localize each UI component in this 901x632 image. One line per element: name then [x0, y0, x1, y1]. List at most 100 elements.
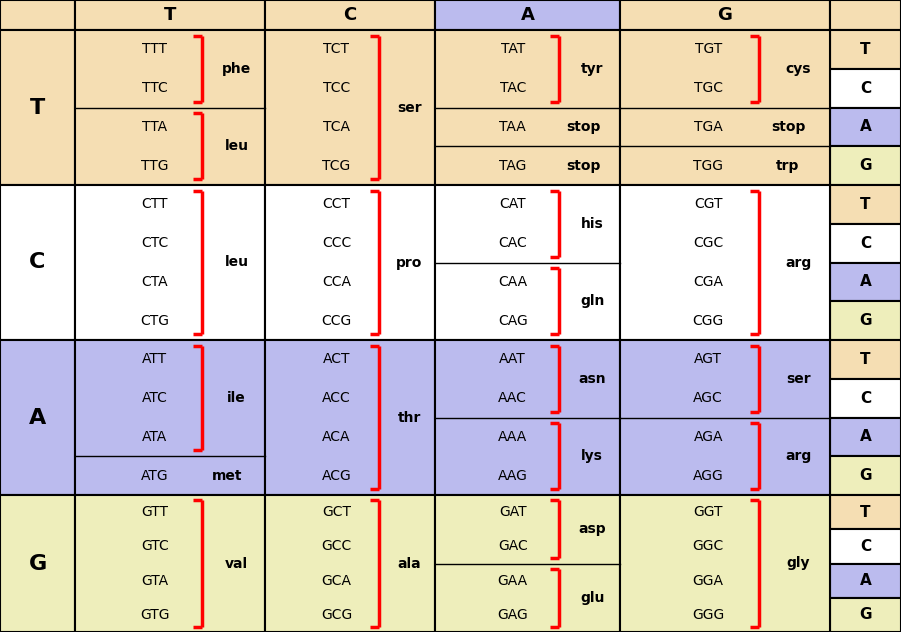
Bar [830, 262, 901, 301]
Text: CAT: CAT [499, 197, 526, 211]
Bar [435, 340, 620, 495]
Text: TAC: TAC [499, 81, 526, 95]
Text: his: his [581, 217, 604, 231]
Text: CCA: CCA [322, 275, 350, 289]
Text: ACT: ACT [323, 353, 350, 367]
Text: T: T [860, 197, 870, 212]
Text: gly: gly [787, 557, 810, 571]
Text: GGT: GGT [694, 505, 723, 519]
Text: arg: arg [786, 449, 812, 463]
Text: GTG: GTG [140, 608, 169, 622]
Bar [75, 185, 265, 340]
Text: A: A [860, 274, 871, 289]
Text: G: G [860, 468, 872, 483]
Bar [0, 340, 75, 495]
Text: T: T [164, 6, 177, 24]
Bar [830, 564, 901, 598]
Bar [830, 30, 901, 69]
Text: C: C [343, 6, 357, 24]
Text: C: C [860, 391, 871, 406]
Text: GAC: GAC [498, 539, 528, 554]
Text: ser: ser [397, 100, 422, 114]
Text: AAG: AAG [497, 468, 528, 483]
Bar [75, 30, 265, 185]
Text: TGG: TGG [693, 159, 724, 173]
Bar [830, 340, 901, 379]
Text: G: G [28, 554, 47, 573]
Bar [620, 495, 830, 632]
Text: gln: gln [580, 295, 605, 308]
Text: TGC: TGC [694, 81, 723, 95]
Bar [830, 69, 901, 107]
Bar [830, 495, 901, 529]
Text: ATT: ATT [142, 353, 168, 367]
Text: T: T [30, 97, 45, 118]
Text: GGC: GGC [693, 539, 724, 554]
Bar [265, 185, 435, 340]
Bar [830, 598, 901, 632]
Text: GCT: GCT [322, 505, 350, 519]
Text: TTG: TTG [141, 159, 168, 173]
Text: A: A [860, 573, 871, 588]
Text: ACG: ACG [322, 468, 351, 483]
Text: CGA: CGA [693, 275, 724, 289]
Text: GTT: GTT [141, 505, 168, 519]
Text: TTA: TTA [142, 120, 168, 134]
Text: stop: stop [566, 120, 600, 134]
Text: arg: arg [786, 255, 812, 269]
Text: pro: pro [396, 255, 423, 269]
Text: CTC: CTC [141, 236, 168, 250]
Text: ACA: ACA [323, 430, 350, 444]
Bar [0, 185, 75, 340]
Text: CAC: CAC [498, 236, 527, 250]
Bar [75, 0, 265, 30]
Text: G: G [860, 607, 872, 623]
Text: GAA: GAA [497, 574, 528, 588]
Text: AAA: AAA [498, 430, 527, 444]
Text: AAC: AAC [498, 391, 527, 405]
Text: tyr: tyr [581, 62, 604, 76]
Text: GCC: GCC [322, 539, 351, 554]
Text: leu: leu [224, 139, 249, 153]
Text: GGG: GGG [692, 608, 724, 622]
Text: TAT: TAT [501, 42, 524, 56]
Text: C: C [860, 539, 871, 554]
Bar [435, 0, 620, 30]
Bar [75, 340, 265, 495]
Text: met: met [212, 468, 242, 483]
Bar [620, 340, 830, 495]
Bar [0, 495, 75, 632]
Text: GCA: GCA [322, 574, 351, 588]
Text: CTA: CTA [141, 275, 168, 289]
Text: stop: stop [566, 159, 600, 173]
Bar [830, 529, 901, 564]
Bar [265, 30, 435, 185]
Text: C: C [30, 253, 46, 272]
Text: CGC: CGC [693, 236, 724, 250]
Bar [620, 0, 830, 30]
Text: AGT: AGT [694, 353, 723, 367]
Bar [75, 495, 265, 632]
Text: asn: asn [578, 372, 606, 386]
Text: CTT: CTT [141, 197, 168, 211]
Text: TCT: TCT [323, 42, 350, 56]
Text: CAA: CAA [498, 275, 527, 289]
Bar [830, 146, 901, 185]
Text: ATA: ATA [142, 430, 168, 444]
Text: ATG: ATG [141, 468, 168, 483]
Bar [435, 185, 620, 340]
Text: GAG: GAG [497, 608, 528, 622]
Text: TAG: TAG [499, 159, 526, 173]
Text: CCG: CCG [322, 313, 351, 327]
Text: ser: ser [787, 372, 811, 386]
Text: TGT: TGT [695, 42, 722, 56]
Bar [830, 418, 901, 456]
Text: ACC: ACC [322, 391, 350, 405]
Bar [830, 0, 901, 30]
Bar [0, 0, 75, 30]
Bar [265, 495, 435, 632]
Bar [830, 379, 901, 418]
Bar [830, 224, 901, 262]
Text: A: A [860, 429, 871, 444]
Text: TGA: TGA [694, 120, 723, 134]
